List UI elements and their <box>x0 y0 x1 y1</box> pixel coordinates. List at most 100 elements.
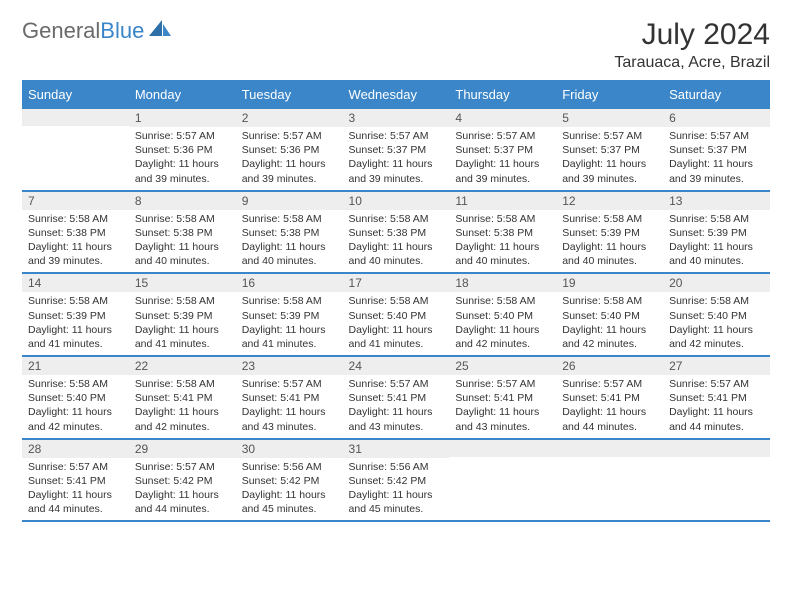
daylight-text: Daylight: 11 hours and 42 minutes. <box>28 405 123 433</box>
sunset-text: Sunset: 5:39 PM <box>28 309 123 323</box>
calendar-day-cell: 16Sunrise: 5:58 AMSunset: 5:39 PMDayligh… <box>236 273 343 356</box>
day-info: Sunrise: 5:58 AMSunset: 5:38 PMDaylight:… <box>129 210 236 269</box>
sunrise-text: Sunrise: 5:58 AM <box>455 294 550 308</box>
day-number: 12 <box>556 192 663 210</box>
sunrise-text: Sunrise: 5:58 AM <box>135 377 230 391</box>
daylight-text: Daylight: 11 hours and 41 minutes. <box>28 323 123 351</box>
sunset-text: Sunset: 5:38 PM <box>28 226 123 240</box>
sunset-text: Sunset: 5:40 PM <box>669 309 764 323</box>
sunset-text: Sunset: 5:40 PM <box>562 309 657 323</box>
calendar-week-row: 14Sunrise: 5:58 AMSunset: 5:39 PMDayligh… <box>22 273 770 356</box>
calendar-day-cell: 11Sunrise: 5:58 AMSunset: 5:38 PMDayligh… <box>449 191 556 274</box>
day-info: Sunrise: 5:58 AMSunset: 5:40 PMDaylight:… <box>343 292 450 351</box>
sunset-text: Sunset: 5:42 PM <box>242 474 337 488</box>
sunrise-text: Sunrise: 5:58 AM <box>28 212 123 226</box>
sunset-text: Sunset: 5:38 PM <box>349 226 444 240</box>
sunset-text: Sunset: 5:41 PM <box>349 391 444 405</box>
day-info <box>556 457 663 513</box>
day-number: 21 <box>22 357 129 375</box>
day-info: Sunrise: 5:58 AMSunset: 5:38 PMDaylight:… <box>343 210 450 269</box>
calendar-day-cell: 2Sunrise: 5:57 AMSunset: 5:36 PMDaylight… <box>236 108 343 191</box>
day-number <box>663 440 770 457</box>
sunrise-text: Sunrise: 5:58 AM <box>669 212 764 226</box>
day-header: Wednesday <box>343 81 450 108</box>
day-number: 11 <box>449 192 556 210</box>
day-info: Sunrise: 5:58 AMSunset: 5:39 PMDaylight:… <box>236 292 343 351</box>
day-number: 29 <box>129 440 236 458</box>
title-block: July 2024 <box>642 18 770 52</box>
daylight-text: Daylight: 11 hours and 42 minutes. <box>669 323 764 351</box>
calendar-header-row: Sunday Monday Tuesday Wednesday Thursday… <box>22 81 770 108</box>
day-header: Tuesday <box>236 81 343 108</box>
daylight-text: Daylight: 11 hours and 43 minutes. <box>455 405 550 433</box>
page-title: July 2024 <box>642 18 770 52</box>
sunset-text: Sunset: 5:39 PM <box>669 226 764 240</box>
sunset-text: Sunset: 5:41 PM <box>455 391 550 405</box>
day-number <box>22 109 129 126</box>
day-info: Sunrise: 5:58 AMSunset: 5:40 PMDaylight:… <box>556 292 663 351</box>
day-info <box>663 457 770 513</box>
sunset-text: Sunset: 5:40 PM <box>349 309 444 323</box>
day-info: Sunrise: 5:57 AMSunset: 5:41 PMDaylight:… <box>556 375 663 434</box>
calendar-day-cell: 5Sunrise: 5:57 AMSunset: 5:37 PMDaylight… <box>556 108 663 191</box>
daylight-text: Daylight: 11 hours and 44 minutes. <box>669 405 764 433</box>
daylight-text: Daylight: 11 hours and 44 minutes. <box>135 488 230 516</box>
calendar-day-cell: 7Sunrise: 5:58 AMSunset: 5:38 PMDaylight… <box>22 191 129 274</box>
day-number: 16 <box>236 274 343 292</box>
sunrise-text: Sunrise: 5:58 AM <box>349 212 444 226</box>
day-info: Sunrise: 5:57 AMSunset: 5:37 PMDaylight:… <box>343 127 450 186</box>
sunset-text: Sunset: 5:41 PM <box>242 391 337 405</box>
calendar-week-row: 7Sunrise: 5:58 AMSunset: 5:38 PMDaylight… <box>22 191 770 274</box>
daylight-text: Daylight: 11 hours and 40 minutes. <box>455 240 550 268</box>
calendar-day-cell: 9Sunrise: 5:58 AMSunset: 5:38 PMDaylight… <box>236 191 343 274</box>
calendar-week-row: 1Sunrise: 5:57 AMSunset: 5:36 PMDaylight… <box>22 108 770 191</box>
day-info: Sunrise: 5:58 AMSunset: 5:38 PMDaylight:… <box>236 210 343 269</box>
sunrise-text: Sunrise: 5:58 AM <box>562 212 657 226</box>
day-header: Friday <box>556 81 663 108</box>
calendar-day-cell <box>449 439 556 522</box>
sunset-text: Sunset: 5:38 PM <box>135 226 230 240</box>
day-number: 20 <box>663 274 770 292</box>
sunrise-text: Sunrise: 5:57 AM <box>455 377 550 391</box>
daylight-text: Daylight: 11 hours and 39 minutes. <box>349 157 444 185</box>
day-header: Thursday <box>449 81 556 108</box>
sunset-text: Sunset: 5:42 PM <box>349 474 444 488</box>
sunrise-text: Sunrise: 5:57 AM <box>562 129 657 143</box>
day-info: Sunrise: 5:56 AMSunset: 5:42 PMDaylight:… <box>236 458 343 517</box>
calendar-day-cell: 13Sunrise: 5:58 AMSunset: 5:39 PMDayligh… <box>663 191 770 274</box>
sunrise-text: Sunrise: 5:57 AM <box>455 129 550 143</box>
day-info: Sunrise: 5:57 AMSunset: 5:37 PMDaylight:… <box>556 127 663 186</box>
logo: GeneralBlue <box>22 18 171 44</box>
sunset-text: Sunset: 5:38 PM <box>455 226 550 240</box>
calendar-day-cell: 26Sunrise: 5:57 AMSunset: 5:41 PMDayligh… <box>556 356 663 439</box>
sunrise-text: Sunrise: 5:58 AM <box>135 294 230 308</box>
calendar-day-cell: 23Sunrise: 5:57 AMSunset: 5:41 PMDayligh… <box>236 356 343 439</box>
day-info: Sunrise: 5:57 AMSunset: 5:36 PMDaylight:… <box>129 127 236 186</box>
sunrise-text: Sunrise: 5:58 AM <box>28 294 123 308</box>
sunrise-text: Sunrise: 5:58 AM <box>135 212 230 226</box>
daylight-text: Daylight: 11 hours and 41 minutes. <box>349 323 444 351</box>
sunrise-text: Sunrise: 5:58 AM <box>349 294 444 308</box>
calendar-day-cell: 12Sunrise: 5:58 AMSunset: 5:39 PMDayligh… <box>556 191 663 274</box>
sunrise-text: Sunrise: 5:58 AM <box>669 294 764 308</box>
daylight-text: Daylight: 11 hours and 43 minutes. <box>242 405 337 433</box>
day-info: Sunrise: 5:57 AMSunset: 5:41 PMDaylight:… <box>449 375 556 434</box>
header: GeneralBlue July 2024 <box>22 18 770 52</box>
daylight-text: Daylight: 11 hours and 40 minutes. <box>349 240 444 268</box>
daylight-text: Daylight: 11 hours and 42 minutes. <box>135 405 230 433</box>
day-number: 27 <box>663 357 770 375</box>
day-number: 18 <box>449 274 556 292</box>
sunset-text: Sunset: 5:37 PM <box>455 143 550 157</box>
calendar-day-cell: 30Sunrise: 5:56 AMSunset: 5:42 PMDayligh… <box>236 439 343 522</box>
calendar-day-cell: 22Sunrise: 5:58 AMSunset: 5:41 PMDayligh… <box>129 356 236 439</box>
daylight-text: Daylight: 11 hours and 40 minutes. <box>242 240 337 268</box>
day-info: Sunrise: 5:58 AMSunset: 5:40 PMDaylight:… <box>22 375 129 434</box>
calendar-day-cell: 28Sunrise: 5:57 AMSunset: 5:41 PMDayligh… <box>22 439 129 522</box>
day-number: 4 <box>449 109 556 127</box>
calendar-day-cell: 25Sunrise: 5:57 AMSunset: 5:41 PMDayligh… <box>449 356 556 439</box>
day-number: 23 <box>236 357 343 375</box>
sunset-text: Sunset: 5:36 PM <box>242 143 337 157</box>
sunrise-text: Sunrise: 5:57 AM <box>242 129 337 143</box>
sunset-text: Sunset: 5:39 PM <box>135 309 230 323</box>
logo-text-general: General <box>22 18 100 44</box>
